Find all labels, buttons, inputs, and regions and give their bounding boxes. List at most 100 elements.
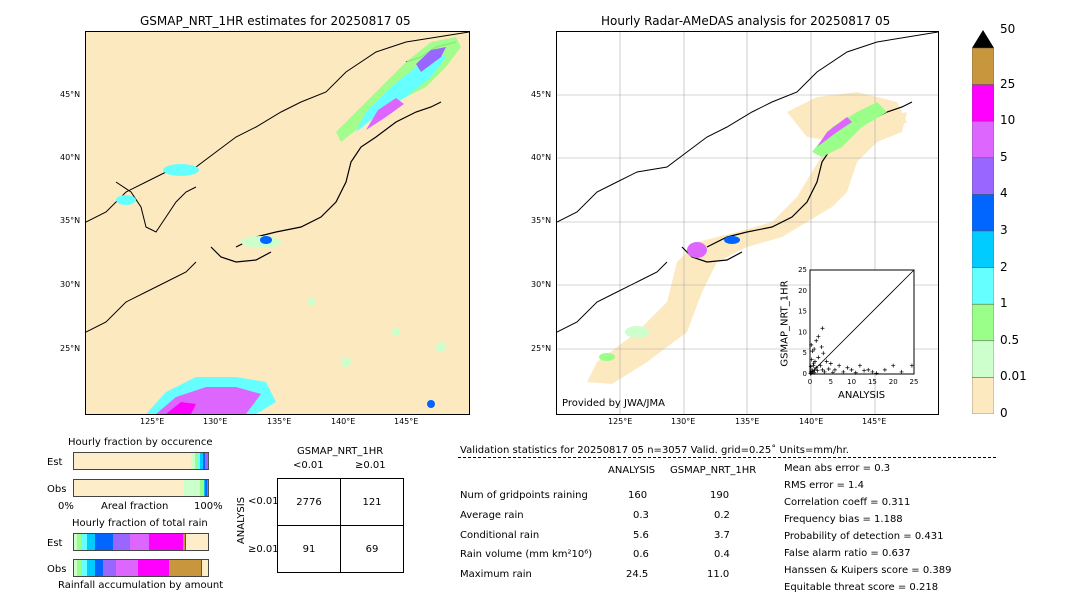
left-map-canvas (86, 32, 469, 414)
score-line: Probability of detection = 0.431 (784, 531, 944, 542)
scatter-point (809, 357, 814, 362)
contingency-row-axis: ANALYSIS (236, 496, 248, 545)
scatter-point (853, 370, 858, 375)
colorbar-label: 25 (1000, 76, 1016, 91)
right-lon-label: 130°E (671, 417, 696, 426)
right-lon-label: 145°E (862, 417, 887, 426)
stat-value-analysis: 24.5 (626, 569, 649, 580)
colorbar-label: 5 (1000, 149, 1008, 164)
scatter-y-tick: 15 (798, 308, 807, 316)
colorbar-swatch (971, 120, 995, 159)
fraction-segment (169, 560, 203, 576)
scatter-point (832, 367, 837, 372)
contingency-cell: 2776 (277, 478, 341, 526)
occurrence-axis-right: 100% (194, 501, 223, 512)
validation-col-b: GSMAP_NRT_1HR (670, 465, 757, 476)
colorbar-label: 0.01 (1000, 369, 1027, 384)
fraction-segment (138, 560, 171, 576)
colorbar-swatch (971, 194, 995, 232)
scatter-point (870, 369, 875, 374)
right-lon-label: 140°E (799, 417, 824, 426)
stat-value-gsmap: 3.7 (714, 530, 730, 541)
scatter-point (811, 363, 816, 368)
occurrence-bar-obs (73, 479, 209, 497)
occurrence-axis-mid: Areal fraction (101, 501, 169, 512)
scatter-point (820, 367, 825, 372)
colorbar-swatches (971, 30, 995, 415)
contingency-cell: 69 (340, 525, 404, 573)
score-line: Hanssen & Kuipers score = 0.389 (784, 565, 952, 576)
scatter-point (810, 349, 815, 354)
scatter-point (826, 367, 831, 372)
scatter-point (882, 367, 887, 372)
scatter-point (866, 367, 871, 372)
scatter-x-tick: 15 (868, 378, 877, 386)
scatter-y-tick: 10 (798, 328, 807, 336)
fraction-segment (183, 480, 201, 496)
contingency-row-ge: ≥0.01 (248, 544, 279, 555)
scatter-ylabel: GSMAP_NRT_1HR (779, 280, 791, 367)
scatter-point (820, 326, 825, 331)
fraction-segment (130, 534, 151, 550)
stat-value-analysis: 0.6 (633, 549, 649, 560)
scatter-y-tick: 25 (798, 266, 807, 274)
fraction-segment (115, 560, 140, 576)
fraction-segment (205, 453, 209, 469)
colorbar-label: 0.5 (1000, 332, 1020, 347)
fraction-segment (182, 534, 187, 550)
scatter-point (816, 334, 821, 339)
scatter-panel: 0 0 5 5 10 10 15 15 20 20 25 25 (780, 266, 920, 406)
colorbar-label: 1 (1000, 296, 1008, 311)
scatter-point (812, 367, 817, 372)
occurrence-axis-left: 0% (58, 501, 74, 512)
left-lat-label: 30°N (60, 280, 81, 289)
stat-label: Conditional rain (460, 530, 540, 541)
score-line: Frequency bias = 1.188 (784, 514, 903, 525)
colorbar-swatch (971, 47, 995, 85)
contingency-cell: 121 (340, 478, 404, 526)
colorbar-label: 3 (1000, 223, 1008, 237)
colorbar-swatch (971, 267, 995, 305)
scatter-point (841, 369, 846, 374)
colorbar-swatch (971, 303, 995, 342)
scatter-point (822, 369, 827, 374)
contingency-title: GSMAP_NRT_1HR (297, 446, 384, 457)
scatter-point (818, 363, 823, 368)
total-rain-bar-est (73, 533, 209, 551)
right-lat-label: 30°N (531, 280, 552, 289)
contingency-row-lt: <0.01 (248, 496, 279, 507)
right-lon-label: 135°E (735, 417, 760, 426)
left-map-title: GSMAP_NRT_1HR estimates for 20250817 05 (140, 14, 411, 28)
scatter-point (814, 365, 819, 370)
fraction-segment (112, 534, 132, 550)
left-lon-label: 145°E (394, 417, 419, 426)
occurrence-bar-est (73, 452, 209, 470)
scatter-point (845, 365, 850, 370)
scatter-x-tick: 10 (847, 378, 856, 386)
scatter-point (812, 347, 817, 352)
colorbar-swatch (971, 84, 995, 122)
colorbar-label: 50 (1000, 22, 1016, 36)
occurrence-row-obs: Obs (47, 484, 67, 495)
scatter-y-tick: 20 (798, 287, 807, 295)
colorbar-swatch (971, 340, 995, 378)
fraction-segment (74, 453, 192, 469)
right-lat-label: 35°N (531, 216, 552, 225)
left-lon-label: 140°E (331, 417, 356, 426)
scatter-point (824, 359, 829, 364)
stat-value-gsmap: 0.4 (714, 549, 730, 560)
right-lat-label: 25°N (531, 344, 552, 353)
colorbar-swatch (971, 157, 995, 195)
occurrence-row-est: Est (47, 457, 63, 468)
colorbar (971, 30, 995, 415)
left-lat-label: 40°N (60, 153, 81, 162)
right-lat-label: 45°N (531, 90, 552, 99)
score-line: Correlation coeff = 0.311 (784, 497, 911, 508)
stat-label: Average rain (460, 510, 524, 521)
scatter-x-tick: 0 (808, 378, 812, 386)
scatter-x-tick: 20 (889, 378, 898, 386)
right-map-canvas (557, 32, 938, 414)
left-lat-label: 35°N (60, 216, 81, 225)
scatter-point (808, 364, 813, 369)
score-line: Equitable threat score = 0.218 (784, 582, 939, 593)
